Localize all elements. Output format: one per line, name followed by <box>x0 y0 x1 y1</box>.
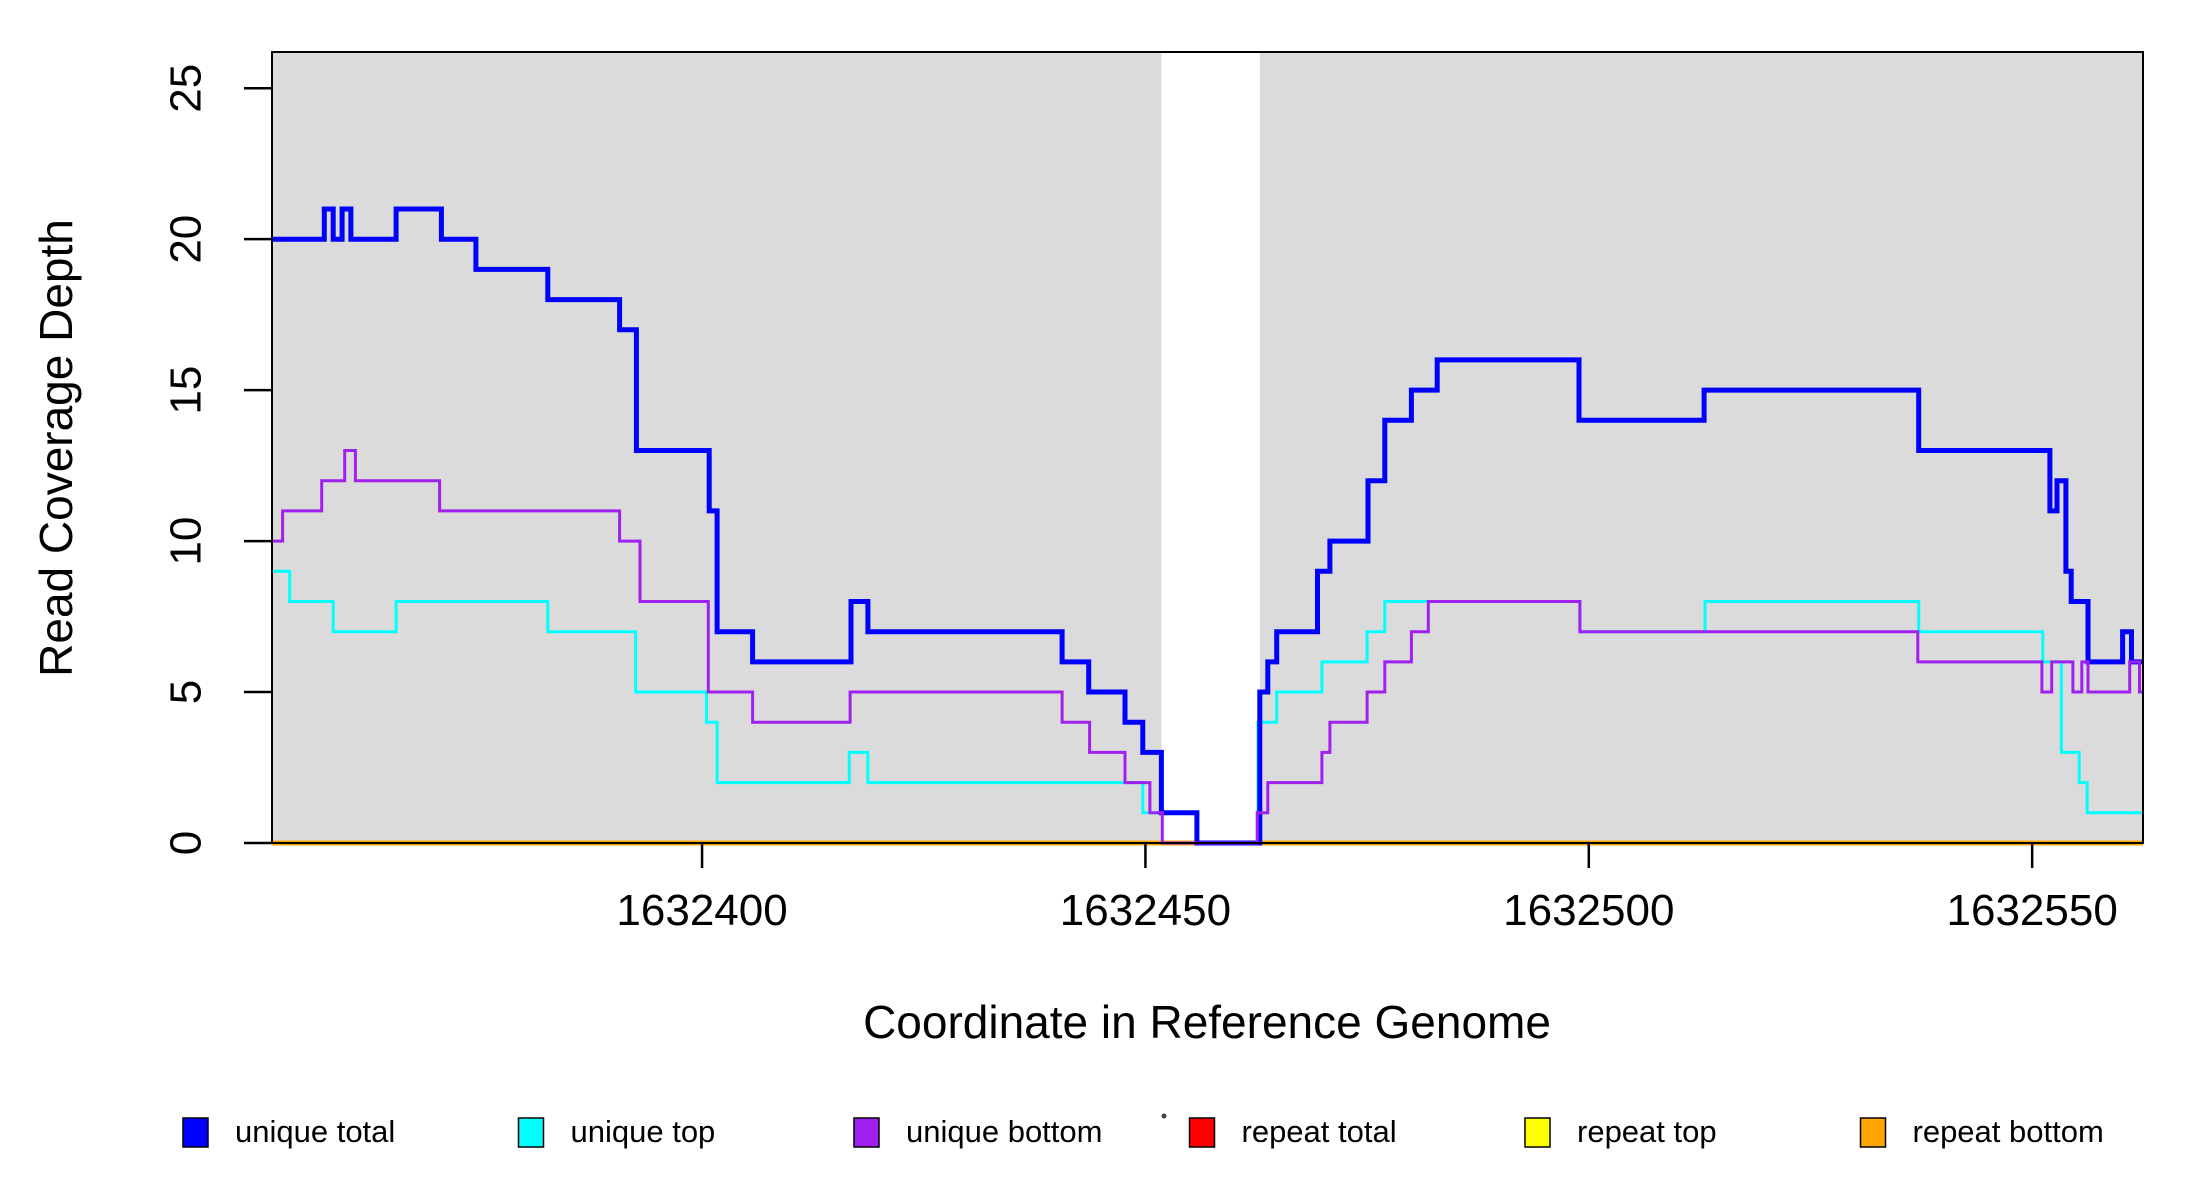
legend-swatch-unique-bottom <box>853 1117 880 1148</box>
y-tick-label: 20 <box>161 215 210 264</box>
shaded-region <box>1259 52 2143 843</box>
plot-border <box>271 51 2144 844</box>
legend-swatch-repeat-bottom <box>1859 1117 1887 1148</box>
y-tick-label: 10 <box>161 517 210 566</box>
legend-label: unique bottom <box>906 1114 1102 1149</box>
y-tick-label: 15 <box>161 366 210 415</box>
legend-swatch-repeat-top <box>1524 1117 1551 1148</box>
legend: unique total unique top unique bottom repea… <box>182 1114 2104 1149</box>
legend-swatch-repeat-total <box>1188 1117 1216 1148</box>
x-axis: 1632400 1632450 1632500 1632550 <box>616 843 2118 935</box>
x-axis-title: Coordinate in Reference Genome <box>863 996 1551 1048</box>
series-line-unique-bottom <box>272 449 2143 845</box>
x-tick-label: 1632450 <box>1060 886 1231 935</box>
y-tick-label: 5 <box>161 680 210 704</box>
x-tick-label: 1632500 <box>1503 886 1674 935</box>
legend-label: repeat bottom <box>1913 1114 2104 1149</box>
legend-label: unique top <box>571 1114 716 1149</box>
legend-label: unique total <box>235 1114 395 1149</box>
stray-mark <box>1161 1113 1167 1119</box>
legend-item: unique top <box>517 1114 716 1149</box>
legend-item: repeat total <box>1188 1114 1397 1149</box>
y-axis: 0 5 10 15 20 25 <box>161 64 272 855</box>
y-tick-label: 25 <box>161 64 210 113</box>
x-tick-label: 1632550 <box>1947 886 2118 935</box>
shaded-regions <box>272 52 2143 843</box>
legend-item: repeat top <box>1524 1114 1717 1149</box>
legend-item: unique bottom <box>853 1114 1102 1149</box>
legend-swatch-unique-top <box>517 1117 545 1148</box>
x-tick-label: 1632400 <box>616 886 787 935</box>
y-axis-title: Read Coverage Depth <box>30 219 82 677</box>
shaded-region <box>272 52 1162 843</box>
legend-label: repeat total <box>1242 1114 1397 1149</box>
legend-swatch-unique-total <box>182 1117 209 1148</box>
legend-label: repeat top <box>1577 1114 1717 1149</box>
legend-item: unique total <box>182 1114 395 1149</box>
legend-item: repeat bottom <box>1859 1114 2104 1149</box>
series-line-unique-total <box>272 206 2143 846</box>
y-tick-label: 0 <box>161 831 210 855</box>
